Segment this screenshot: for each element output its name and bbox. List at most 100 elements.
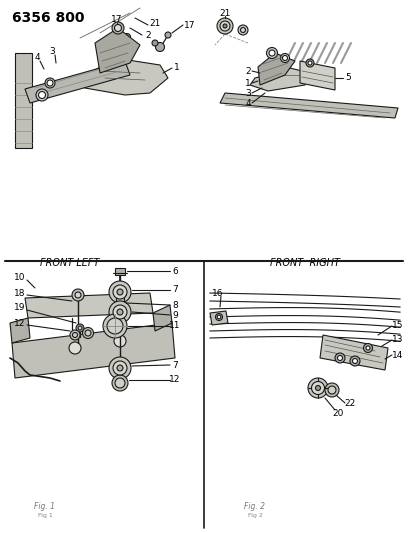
- Circle shape: [306, 59, 314, 67]
- Polygon shape: [220, 93, 398, 118]
- Polygon shape: [116, 295, 124, 308]
- Text: FRONT LEFT: FRONT LEFT: [40, 258, 100, 268]
- Circle shape: [75, 292, 81, 298]
- Polygon shape: [250, 68, 310, 91]
- Circle shape: [115, 378, 125, 388]
- Circle shape: [217, 18, 233, 34]
- Text: 5: 5: [345, 74, 351, 83]
- Circle shape: [38, 92, 46, 99]
- Circle shape: [109, 281, 131, 303]
- Circle shape: [113, 361, 127, 375]
- Circle shape: [308, 61, 312, 65]
- Circle shape: [36, 89, 48, 101]
- Text: 19: 19: [14, 303, 26, 312]
- Circle shape: [78, 326, 82, 330]
- Text: 8: 8: [172, 301, 178, 310]
- Circle shape: [114, 335, 126, 347]
- Circle shape: [328, 386, 336, 394]
- Text: 1: 1: [174, 63, 180, 72]
- Text: 12: 12: [14, 319, 26, 327]
- Text: 20: 20: [332, 408, 344, 417]
- Text: Fig 2: Fig 2: [248, 513, 262, 518]
- Circle shape: [315, 385, 321, 391]
- Circle shape: [308, 378, 328, 398]
- Circle shape: [220, 21, 230, 31]
- Circle shape: [107, 318, 123, 334]
- Polygon shape: [258, 53, 295, 85]
- Circle shape: [69, 342, 81, 354]
- Circle shape: [116, 41, 124, 49]
- Text: 9: 9: [172, 311, 178, 319]
- Circle shape: [364, 343, 373, 352]
- Circle shape: [109, 357, 131, 379]
- Text: 3: 3: [49, 47, 55, 56]
- Text: 7: 7: [172, 286, 178, 295]
- Circle shape: [112, 22, 124, 34]
- Circle shape: [281, 53, 290, 62]
- Circle shape: [223, 24, 227, 28]
- Circle shape: [217, 315, 221, 319]
- Circle shape: [335, 353, 345, 363]
- Text: 4: 4: [34, 53, 40, 62]
- Text: 13: 13: [392, 335, 404, 344]
- Text: 22: 22: [344, 399, 356, 408]
- Text: Fig 1: Fig 1: [38, 513, 52, 518]
- Text: 6: 6: [172, 266, 178, 276]
- Circle shape: [76, 324, 84, 332]
- Text: 12: 12: [169, 376, 181, 384]
- Circle shape: [269, 50, 275, 56]
- Circle shape: [70, 330, 80, 340]
- Polygon shape: [10, 318, 30, 343]
- Text: 4: 4: [245, 99, 251, 108]
- Polygon shape: [95, 28, 140, 73]
- Circle shape: [282, 55, 288, 61]
- Text: Fig. 2: Fig. 2: [244, 502, 266, 511]
- Circle shape: [215, 313, 222, 320]
- Text: 11: 11: [169, 321, 181, 330]
- Circle shape: [165, 32, 171, 38]
- Circle shape: [117, 365, 123, 371]
- Circle shape: [113, 305, 127, 319]
- Circle shape: [109, 301, 131, 323]
- Circle shape: [124, 34, 131, 41]
- Circle shape: [152, 40, 158, 46]
- Text: 17: 17: [184, 20, 196, 29]
- Circle shape: [311, 382, 324, 394]
- Circle shape: [85, 330, 91, 336]
- Polygon shape: [25, 61, 130, 103]
- Circle shape: [115, 25, 122, 31]
- Circle shape: [117, 289, 123, 295]
- Circle shape: [82, 327, 93, 338]
- Circle shape: [112, 375, 128, 391]
- Circle shape: [103, 314, 127, 338]
- Polygon shape: [15, 53, 32, 148]
- Text: 17: 17: [111, 15, 123, 25]
- Polygon shape: [153, 305, 172, 331]
- Text: 7: 7: [172, 360, 178, 369]
- Circle shape: [47, 80, 53, 86]
- Circle shape: [238, 25, 248, 35]
- Text: Fig. 1: Fig. 1: [35, 502, 55, 511]
- Circle shape: [350, 356, 360, 366]
- Circle shape: [155, 43, 164, 52]
- Circle shape: [325, 383, 339, 397]
- Circle shape: [117, 24, 123, 30]
- Text: 2: 2: [245, 67, 251, 76]
- Text: 2: 2: [145, 30, 151, 39]
- Text: 14: 14: [392, 351, 404, 359]
- Text: 6356 800: 6356 800: [12, 11, 84, 25]
- Circle shape: [113, 285, 127, 299]
- Text: FRONT  RIGHT: FRONT RIGHT: [270, 258, 340, 268]
- Circle shape: [366, 346, 370, 350]
- Polygon shape: [210, 311, 228, 325]
- Circle shape: [73, 333, 78, 337]
- Circle shape: [337, 356, 342, 360]
- Polygon shape: [70, 58, 168, 95]
- Polygon shape: [320, 335, 388, 370]
- Polygon shape: [12, 323, 175, 378]
- Circle shape: [72, 289, 84, 301]
- Text: 10: 10: [14, 273, 26, 282]
- Polygon shape: [300, 61, 335, 90]
- Text: 15: 15: [392, 321, 404, 330]
- Text: 16: 16: [212, 288, 224, 297]
